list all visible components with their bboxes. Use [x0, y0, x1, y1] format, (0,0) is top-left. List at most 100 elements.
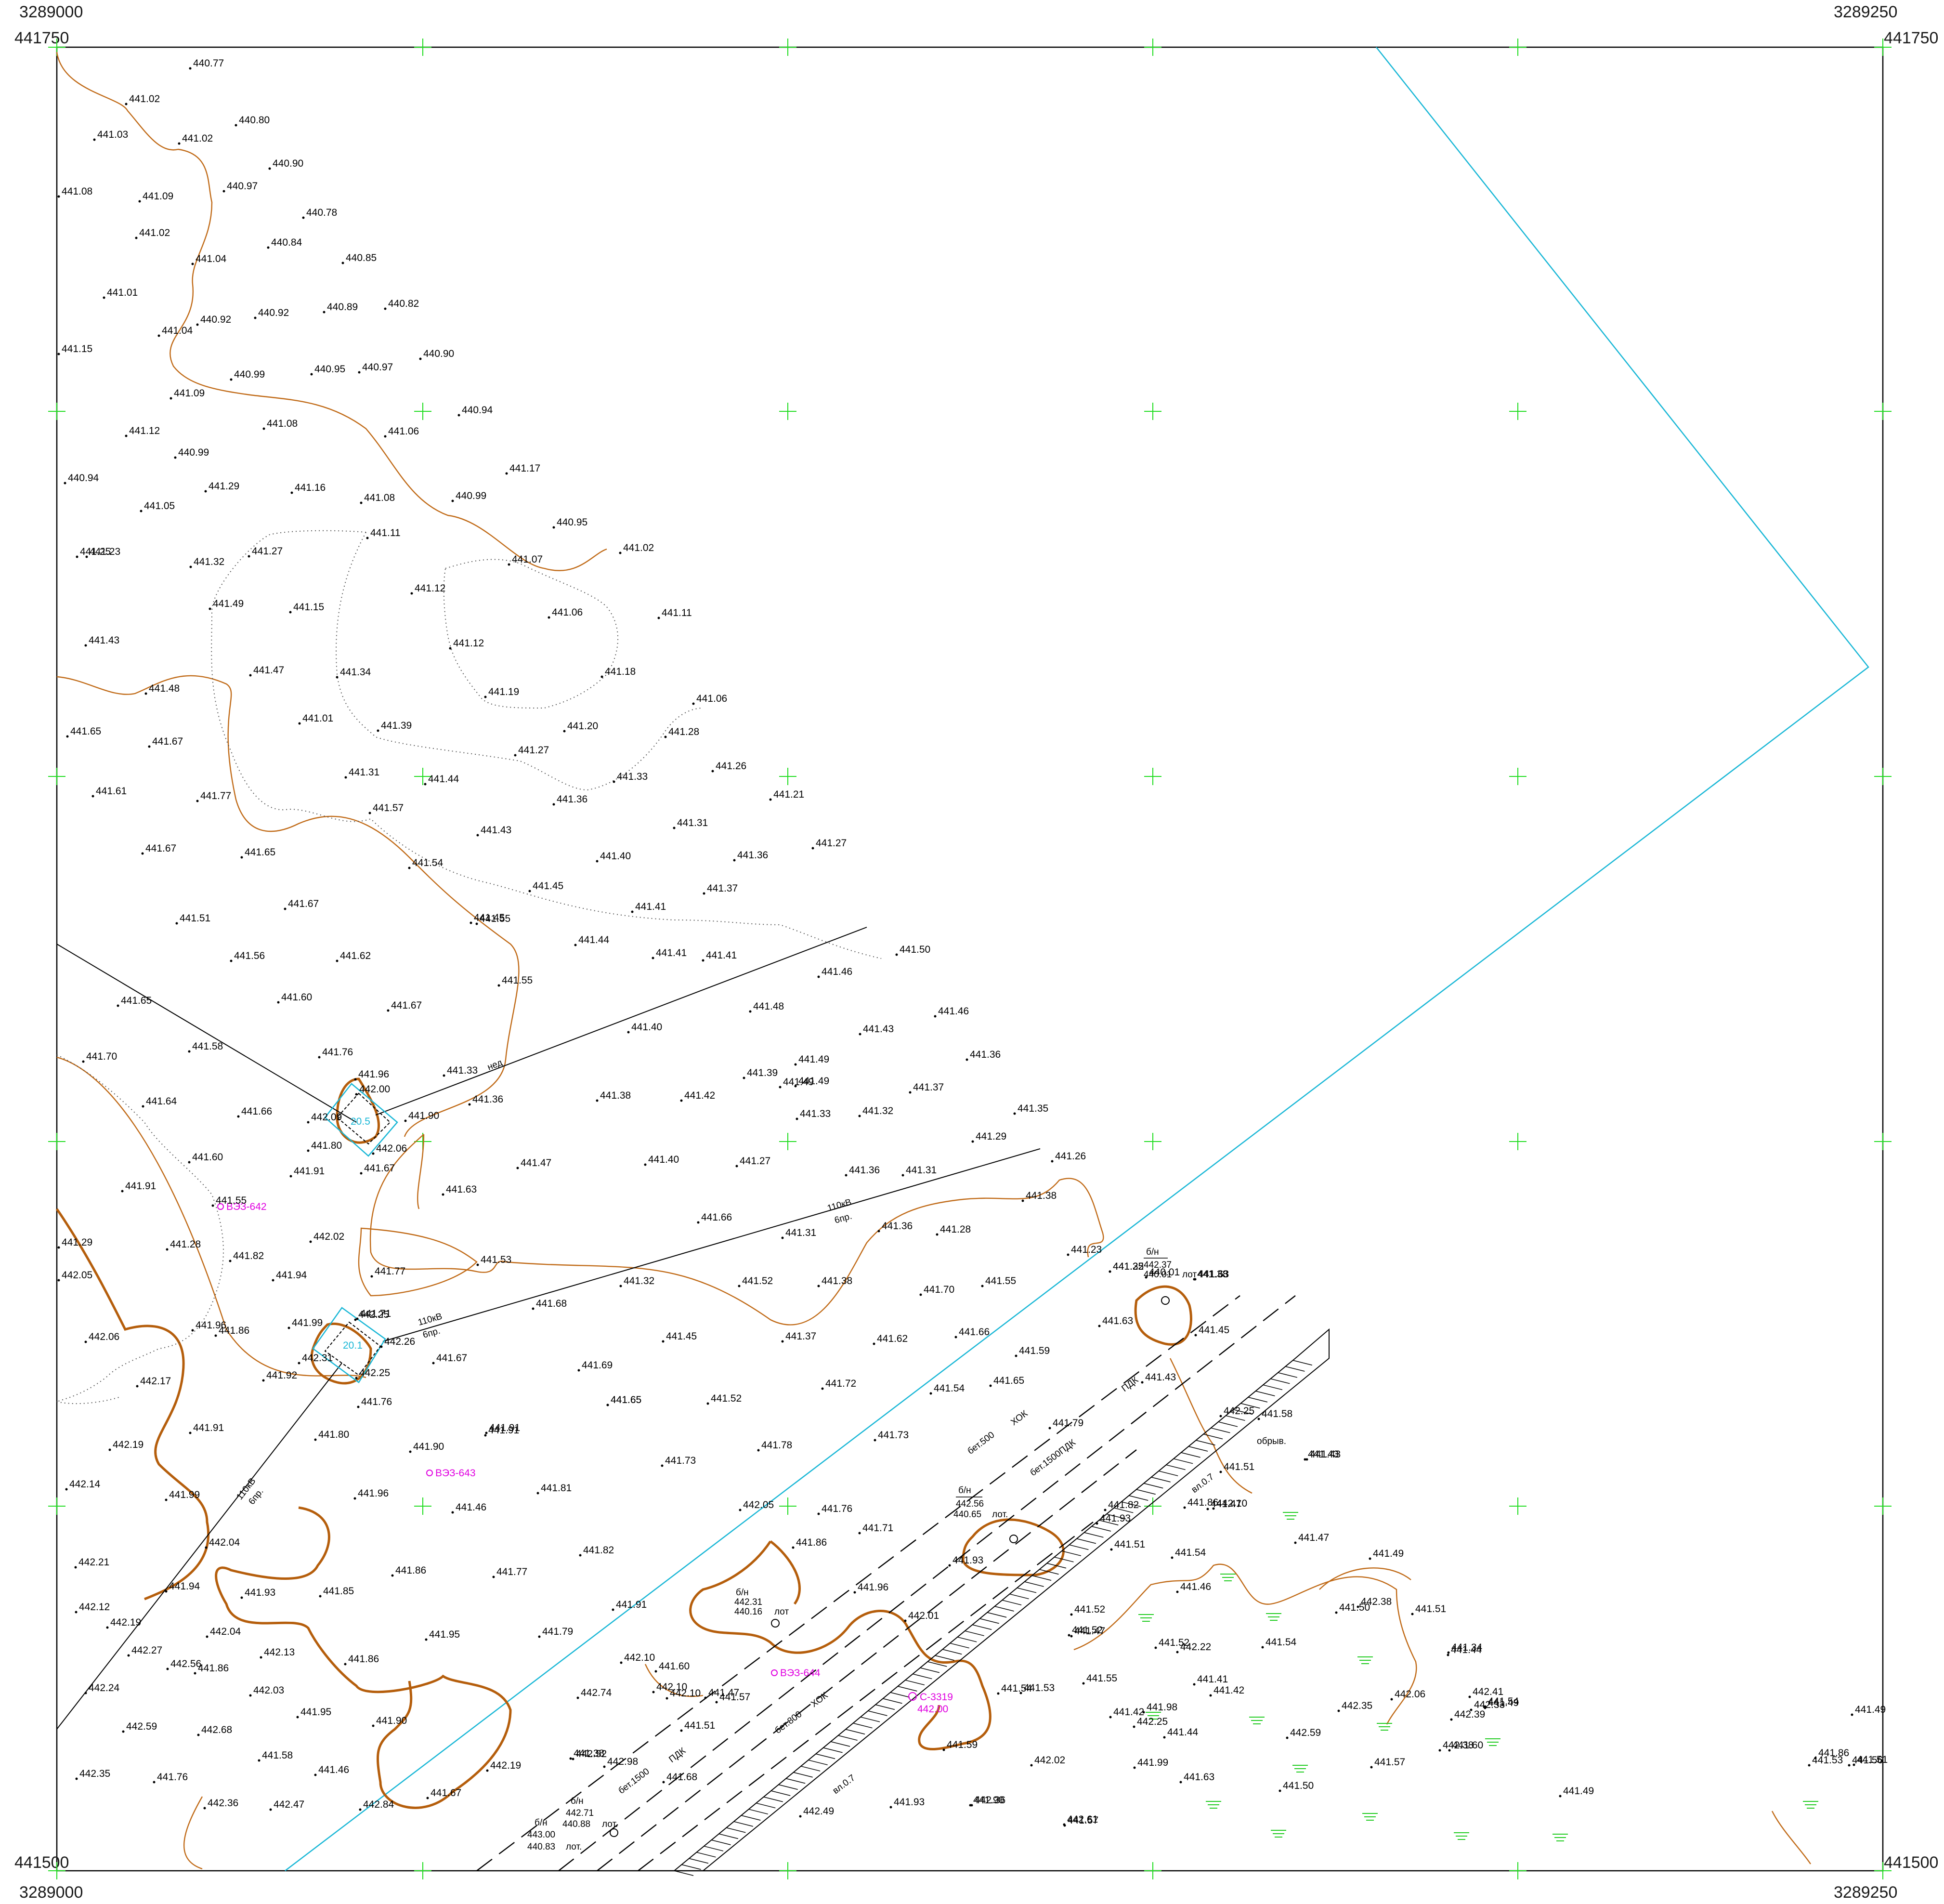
spot-height: 441.62 — [336, 950, 371, 962]
spot-height-point — [929, 1392, 932, 1395]
grid-cross-icon — [48, 1497, 65, 1515]
spot-height: 441.49 — [794, 1054, 829, 1066]
well-2-label: б/н — [958, 1485, 971, 1496]
spot-height: 441.36 — [845, 1165, 880, 1177]
spot-height-point — [574, 944, 577, 946]
spot-height: 442.47 — [269, 1799, 304, 1811]
spot-height-label: 441.50 — [1283, 1780, 1314, 1791]
hatch-stroke — [1076, 1538, 1096, 1544]
spot-height-point — [267, 246, 270, 249]
spot-height-point — [188, 1050, 191, 1053]
spot-height-point — [1447, 1654, 1449, 1656]
spot-height-point — [358, 371, 361, 374]
spot-height: 441.60 — [1448, 1740, 1483, 1752]
spot-height-point — [853, 1591, 856, 1594]
corner-x-top-right: 3289250 — [1834, 3, 1897, 21]
spot-height-label: 441.76 — [157, 1772, 188, 1783]
grid-cross-icon — [48, 1133, 65, 1150]
spot-height-label: 441.45 — [1199, 1325, 1229, 1336]
spot-height-point — [442, 1193, 444, 1196]
spot-height-point — [298, 722, 301, 725]
spot-height: 441.16 — [290, 482, 326, 494]
spot-height: 441.54 — [997, 1683, 1032, 1695]
spot-height: 442.31 — [298, 1352, 333, 1365]
spot-height-point — [1257, 1418, 1260, 1420]
spot-height-point — [93, 138, 96, 141]
spot-heights: 440.77 441.02 441.03 441.02 440.80 440.90 441.… — [57, 58, 1888, 1827]
spot-height: 441.82 — [1104, 1499, 1139, 1511]
well-5-bottom: 440.83 — [527, 1842, 555, 1852]
spot-height: 441.55 — [211, 1195, 247, 1207]
spot-height-point — [1163, 1736, 1166, 1739]
spot-height: 440.94 — [64, 473, 99, 485]
spot-height-point — [1030, 1764, 1033, 1767]
spot-height-point — [175, 922, 178, 925]
spot-height-label: 440.99 — [234, 369, 265, 380]
spot-height: 441.33 — [796, 1108, 831, 1120]
spot-height-label: 441.44 — [1167, 1727, 1199, 1738]
spot-height-point — [552, 803, 555, 806]
spot-height-label: 441.18 — [605, 666, 636, 677]
spot-height-label: 441.31 — [906, 1165, 937, 1176]
spot-height: 441.65 — [989, 1375, 1024, 1387]
spot-height-point — [484, 1434, 487, 1437]
spot-height-point — [704, 1696, 707, 1699]
spot-height: 442.25 — [1133, 1716, 1168, 1728]
spot-height-label: 441.58 — [192, 1041, 223, 1052]
spot-height-label: 440.90 — [273, 158, 303, 169]
spot-height-point — [354, 1078, 357, 1081]
spot-height: 441.85 — [319, 1586, 354, 1598]
spot-height-point — [1219, 1471, 1222, 1473]
spot-height-point — [538, 1635, 541, 1638]
spot-height-label: 440.92 — [200, 314, 231, 325]
spot-height: 441.76 — [357, 1396, 392, 1408]
spot-height-label: 441.06 — [696, 693, 727, 704]
spot-height-point — [569, 1757, 572, 1760]
spot-height: 441.67 — [360, 1163, 395, 1175]
spot-height-label: 441.50 — [1339, 1602, 1370, 1613]
spot-height-label: 441.86 — [348, 1654, 379, 1665]
spot-height-label: 441.51 — [1224, 1461, 1254, 1472]
spot-height: 441.63 — [442, 1184, 477, 1196]
grid-cross-icon — [1144, 1133, 1161, 1150]
spot-height-label: 441.67 — [364, 1163, 395, 1174]
spot-height: 441.58 — [188, 1041, 223, 1053]
corner-y-top-left: 441750 — [14, 29, 69, 47]
bore-point-icon — [426, 1470, 433, 1476]
spot-height-label: 441.56 — [234, 950, 265, 961]
spot-height-label: 441.47 — [708, 1687, 739, 1698]
grid-cross-icon — [414, 1862, 431, 1879]
well-1-bottom: 440.01 — [1144, 1270, 1172, 1280]
spot-height: 441.90 — [372, 1715, 407, 1727]
spot-height-label: 441.16 — [295, 482, 326, 493]
spot-height-label: 441.51 — [1415, 1603, 1446, 1615]
spot-height-point — [1193, 1278, 1196, 1281]
spot-height-label: 441.93 — [1100, 1513, 1131, 1524]
spot-height-point — [355, 1377, 358, 1379]
well-1: б/н 442.37 440.01 лот — [1144, 1247, 1197, 1305]
spot-height-label: 441.46 — [318, 1764, 349, 1775]
spot-height: 440.82 — [384, 298, 419, 310]
spot-height-label: 441.49 — [783, 1077, 814, 1088]
marsh-symbols — [1138, 1512, 1818, 1841]
spot-height-point — [408, 867, 411, 869]
spot-height-point — [603, 1765, 606, 1768]
spot-height: 441.26 — [1051, 1151, 1086, 1163]
spot-height: 441.93 — [889, 1797, 925, 1809]
spot-height-label: 441.46 — [822, 966, 852, 977]
spot-height: 441.56 — [1848, 1755, 1883, 1767]
hatch-stroke — [756, 1802, 776, 1809]
spot-height: 441.57 — [715, 1692, 750, 1704]
spot-height-point — [702, 959, 705, 962]
spot-height: 442.10 — [665, 1688, 701, 1700]
spot-height: 441.79 — [538, 1626, 573, 1638]
spot-height-point — [1171, 1556, 1174, 1559]
spot-height-label: 441.44 — [428, 774, 459, 785]
spot-height-point — [811, 847, 814, 850]
spot-height: 441.41 — [631, 901, 666, 913]
hatch-stroke — [711, 1839, 731, 1845]
spot-height-label: 441.45 — [533, 880, 563, 892]
hatch-stroke — [913, 1673, 932, 1680]
well-3-label: б/н — [736, 1588, 749, 1598]
spot-height-label: 441.25 — [1113, 1261, 1144, 1272]
